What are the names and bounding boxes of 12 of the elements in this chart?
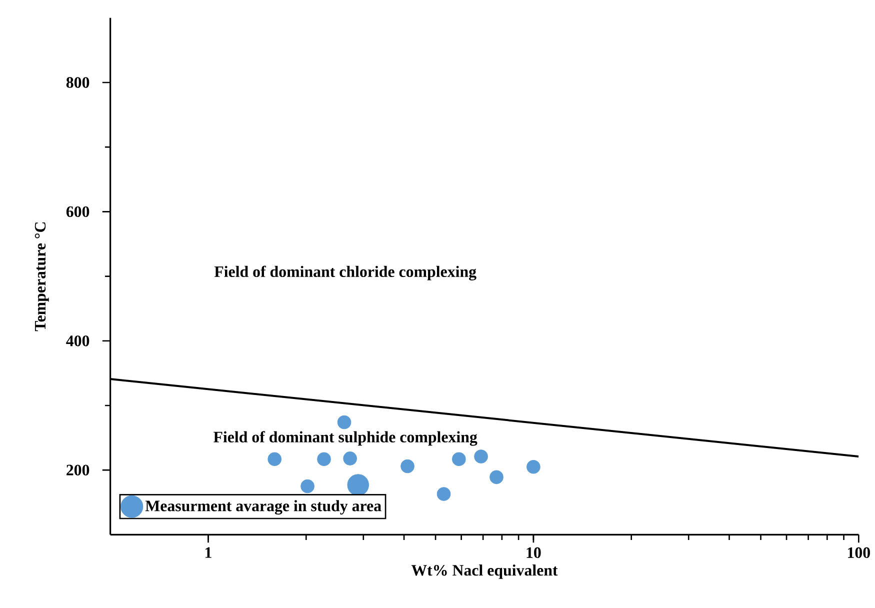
x-axis-title: Wt% Nacl equivalent <box>411 564 558 579</box>
y-tick-label: 200 <box>66 464 90 476</box>
y-tick-label: 800 <box>66 77 90 88</box>
y-tick-label: 400 <box>66 335 90 346</box>
y-axis-title: Temperature °C <box>34 222 49 331</box>
annotation: Field of dominant sulphide complexing <box>214 430 478 446</box>
x-tick-label: 100 <box>848 547 870 558</box>
y-tick-label: 600 <box>66 206 90 217</box>
legend-label: Measurment avarage in study area <box>145 500 382 515</box>
x-tick-label: 1 <box>206 547 212 558</box>
annotation: Field of dominant chloride complexing <box>214 266 476 280</box>
x-tick-label: 10 <box>526 547 541 558</box>
